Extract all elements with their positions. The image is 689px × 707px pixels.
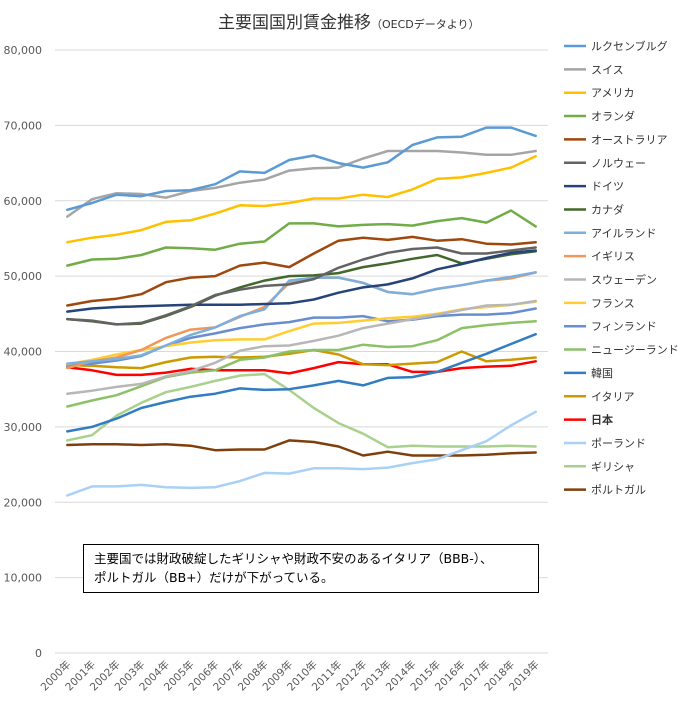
series-line [66,149,537,218]
legend-label: ドイツ [591,180,624,193]
series-line [66,439,537,457]
y-tick-label: 10,000 [4,572,43,585]
series-line [66,320,537,408]
legend-label: スイス [591,63,624,76]
series-line [66,155,537,244]
legend-label: イタリア [591,390,635,403]
series-line [66,299,537,395]
legend-label: ノルウェー [591,157,646,170]
legend-label: 日本 [591,413,613,427]
chart-title: 主要国国別賃金推移（OECDデータより） [218,13,480,33]
legend-label: ルクセンブルグ [591,39,668,53]
annotation-line-1: 主要国では財政破綻したギリシャや財政不安のあるイタリア（BBB-）、 [94,551,493,566]
series-lines [66,126,537,497]
series-line [66,235,537,307]
series-line [66,348,537,370]
legend-label: ニュージーランド [591,344,679,357]
chart-title-main: 主要国国別賃金推移 [218,13,371,33]
series-line [66,360,537,377]
legend-label: アメリカ [591,87,634,100]
annotation-box: 主要国では財政破綻したギリシャや財政不安のあるイタリア（BBB-）、 ポルトガル… [83,544,539,593]
x-axis-tick-labels: 2000年2001年2002年2003年2004年2005年2006年2007年… [38,658,542,694]
series-line [66,271,537,365]
series-line [66,126,537,212]
legend-label: 韓国 [591,367,613,380]
y-tick-label: 80,000 [4,44,43,57]
legend-label: イギリス [591,250,635,263]
chart-title-sub: （OECDデータより） [371,17,480,31]
y-tick-label: 20,000 [4,496,43,509]
series-line [66,209,537,267]
legend-label: フランス [591,297,635,310]
y-tick-label: 50,000 [4,270,43,283]
series-line [66,249,537,313]
legend-label: ポーランド [591,437,646,450]
legend-label: ポルトガル [591,484,646,497]
series-line [66,246,537,326]
legend-label: カナダ [591,202,624,216]
y-tick-label: 0 [35,647,42,660]
series-line [66,372,537,449]
legend-label: オーストラリア [591,133,667,146]
y-axis-tick-labels: 0 10,000 20,000 30,000 40,000 50,000 60,000 70,… [4,44,43,660]
series-line [66,332,537,433]
legend-label: スウェーデン [591,273,657,287]
annotation-line-2: ポルトガル（BB+）だけが下がっている。 [94,570,334,585]
series-line [66,410,537,497]
series-line [66,307,537,368]
y-tick-label: 30,000 [4,421,43,434]
legend-label: ギリシャ [591,460,635,473]
legend-label: フィンランド [591,320,657,333]
y-tick-label: 40,000 [4,346,43,359]
y-tick-label: 60,000 [4,195,43,208]
y-tick-label: 70,000 [4,119,43,132]
legend-label: アイルランド [591,227,656,240]
legend-label: オランダ [591,109,635,123]
legend: ルクセンブルグスイスアメリカオランダオーストラリアノルウェードイツカナダアイルラ… [564,39,679,497]
